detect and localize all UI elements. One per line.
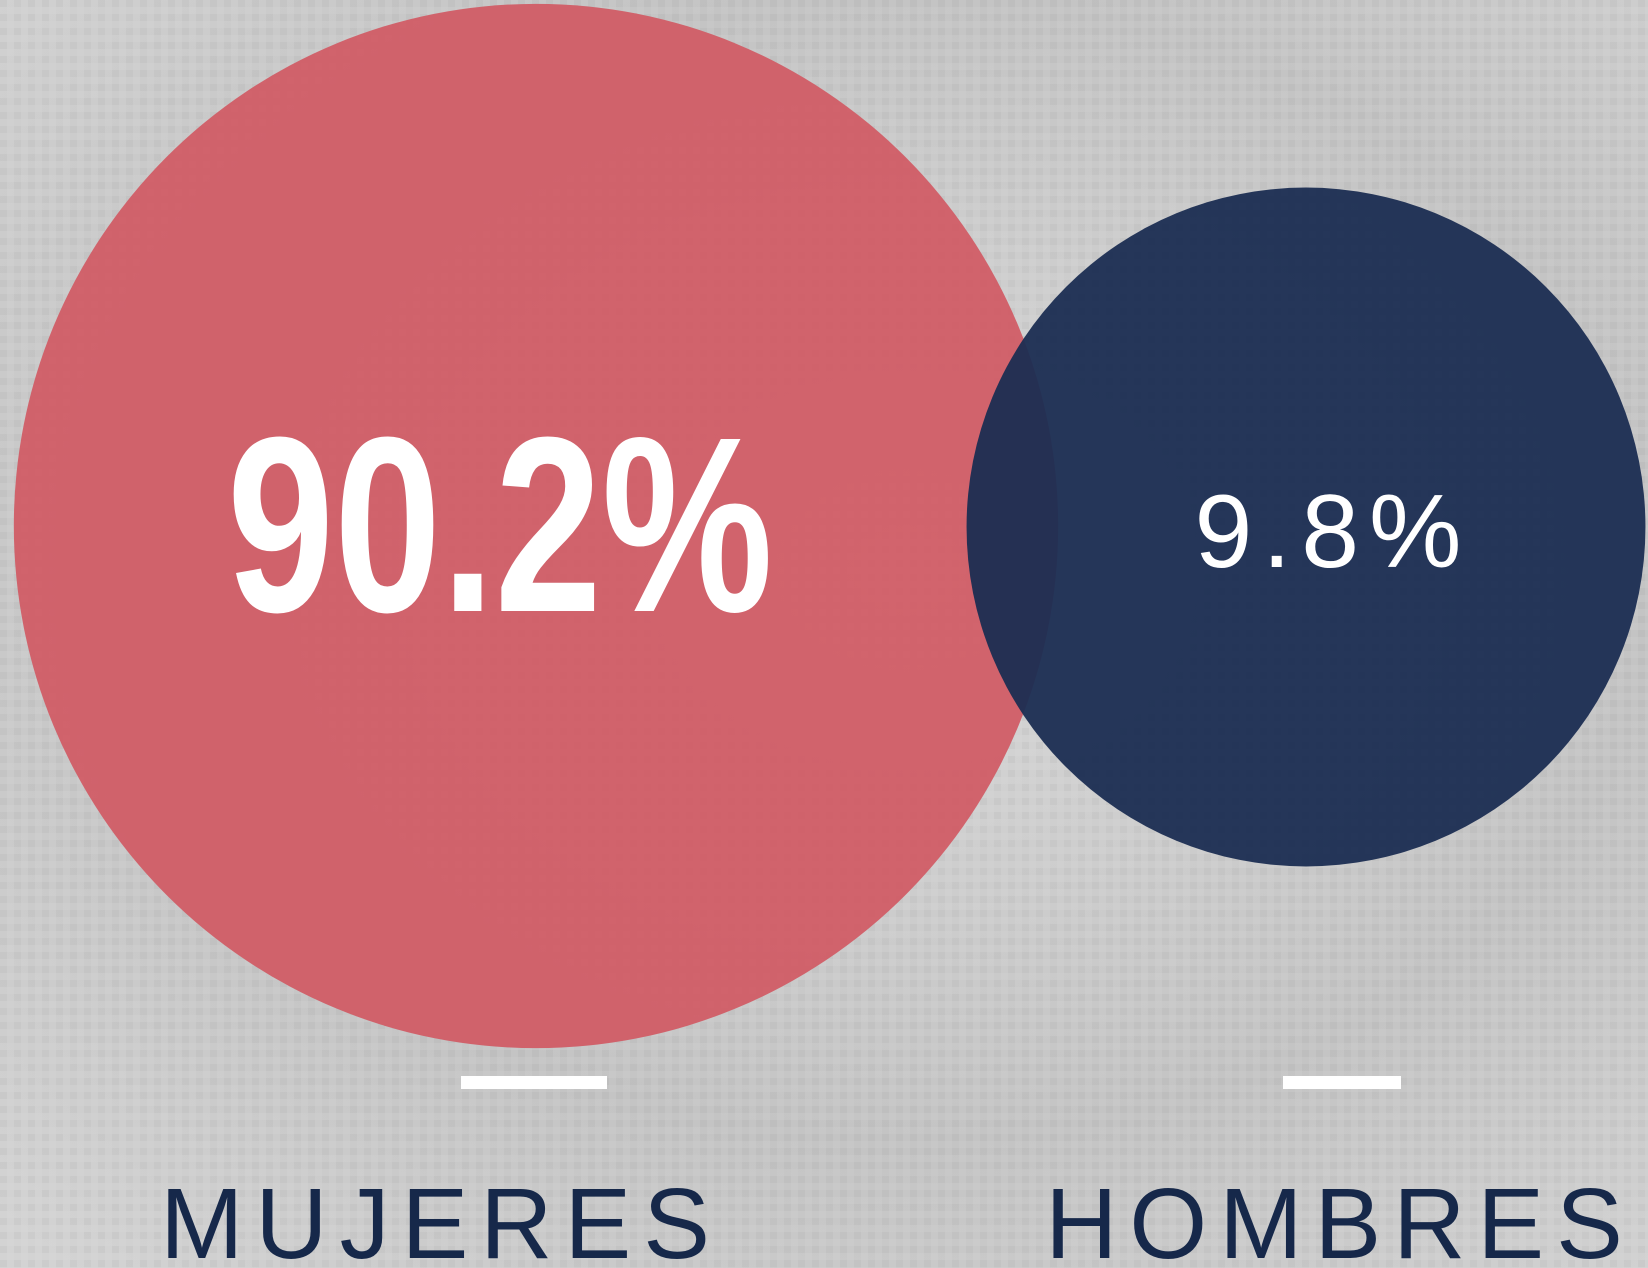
value-label: 9.8% [1194, 474, 1471, 590]
value-label: 90.2% [227, 385, 773, 664]
bubble [13, 3, 1059, 1049]
category-label: MUJERES [160, 1168, 722, 1268]
divider [1283, 1076, 1401, 1089]
category-label: HOMBRES [1045, 1168, 1635, 1268]
bubble [966, 187, 1646, 867]
divider [461, 1076, 607, 1089]
